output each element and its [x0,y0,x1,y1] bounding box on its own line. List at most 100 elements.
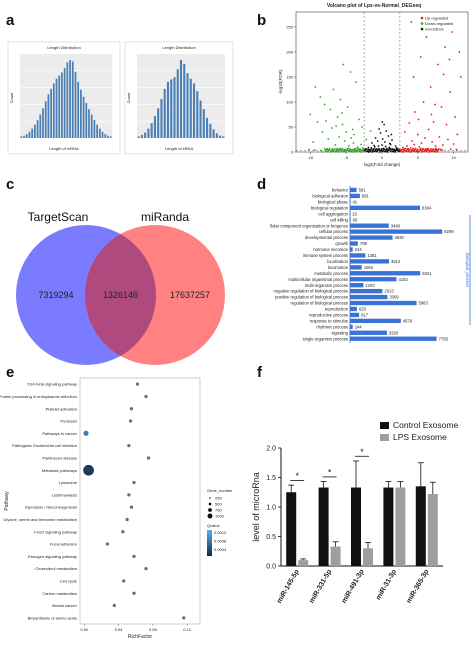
b-point [376,150,378,153]
b-point [437,149,440,152]
b-point [378,147,380,150]
b-point [381,138,384,140]
a2-bar [176,69,179,138]
b-point [381,144,383,146]
b-point [412,76,415,78]
e-pathway-label: Glycolysis / Gluconeogenesis [25,505,77,510]
b-ylabel: -log10(FDR) [278,69,283,94]
d-value-label: 5983 [418,301,428,306]
b-point [444,46,446,48]
a2-bar [179,60,183,138]
a1-plot-area [20,54,112,138]
a1-bar [66,62,69,139]
b-point [411,149,414,152]
d-value-label: 1381 [367,253,377,258]
b-point [414,111,416,113]
d-category-label: reproductive process [309,313,348,318]
a2-bar [140,134,143,138]
b-point [438,136,441,138]
a2-bar [173,77,176,138]
b-point [419,149,422,151]
d-bar [350,193,360,199]
d-bar [350,211,351,216]
b-point [325,150,327,152]
d-bar [350,253,366,258]
b-point [320,149,322,152]
b-point [360,143,363,146]
e-legend-size-marker [208,508,212,512]
b-point [340,112,343,114]
b-point [406,145,408,147]
c-both-count: 1326146 [103,290,138,300]
b-point [459,76,462,78]
a1-bar [25,134,28,138]
e-xtick-label: 0.04 [115,627,124,632]
a2-bar [212,129,215,138]
b-point [328,147,331,150]
b-point [328,149,331,151]
e-legend-size-marker [207,513,213,519]
d-bar [350,324,353,329]
b-point [419,56,422,58]
a2-bar [170,79,173,138]
f-ytick-label: 1.5 [266,475,276,482]
d-value-label: 591 [359,188,367,193]
e-pathway-label: Pertussis [61,419,77,424]
b-point [401,146,404,149]
b-point [338,136,340,138]
e-bubble [129,407,134,411]
b-point [375,148,378,150]
b-point [309,113,312,116]
b-point [348,145,350,147]
b-point [418,150,420,153]
e-bubble [132,554,136,558]
f-legend-label: Control Exosome [393,420,458,430]
b-point [341,148,344,151]
b-ytick-label: 50 [289,125,294,130]
f-category-label: miR-331-5p [308,569,333,605]
d-value-label: 3320 [389,330,399,335]
b-point [346,106,349,108]
f-bar [351,487,361,566]
b-point [335,149,338,151]
e-legend-size-label: 1000 [215,514,225,519]
b-xlabel: log2(Fold change) [364,162,401,167]
d-category-label: biological regulation [311,205,349,210]
e-legend-size-marker [208,502,212,506]
b-point [330,127,333,129]
f-category-label: miR-491-3p [341,569,366,605]
e-pathway-label: Breast cancer [52,603,77,608]
b-point [334,144,337,146]
e-pathway-label: Cholesterol metabolism [35,566,77,571]
f-ytick-label: 0.0 [266,564,276,571]
b-point [412,147,414,150]
b-point [388,142,391,145]
f-significance-marker: * [360,447,364,457]
a1-bar [58,75,61,138]
b-point [350,137,353,139]
b-point [343,149,345,152]
a1-bar [61,72,63,138]
c-only-b-count: 17637257 [170,290,210,300]
b-point [392,150,395,152]
b-legend-marker [420,27,424,31]
f-legend-swatch [380,434,389,441]
b-point [409,148,411,151]
b-point [394,149,396,152]
b-point [373,144,376,147]
b-point [351,128,354,131]
e-pathway-label: Pathways in cancer [42,431,77,436]
b-point [337,151,340,153]
b-point [314,86,317,88]
b-point [387,135,390,137]
d-category-label: cell killing [330,217,349,222]
d-side-label: biological_process [465,253,470,287]
b-point [344,148,347,151]
b-point [345,131,348,133]
b-point [325,148,328,150]
b-point [396,147,399,150]
b-point [420,151,423,153]
e-bubble [182,616,186,620]
e-pathway-label: Platelet activation [46,406,77,411]
